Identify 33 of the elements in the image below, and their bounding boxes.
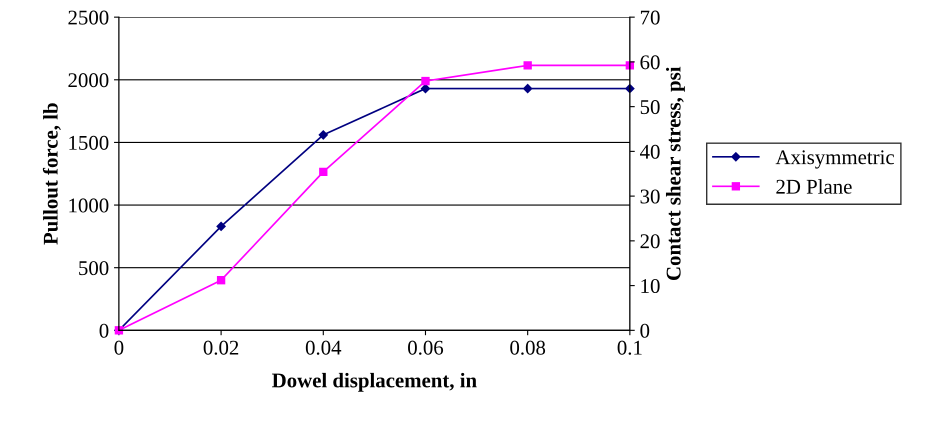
y-axis-title: Pullout force, lb: [42, 103, 61, 245]
y-tick-label: 1000: [69, 198, 108, 212]
y2-tick-label: 10: [641, 278, 660, 294]
y-tick-label: 2000: [68, 73, 108, 88]
x-tick-label: 0.1: [618, 340, 642, 355]
y-tick-label: 2500: [68, 10, 108, 25]
point: [524, 61, 532, 70]
x-tick-label: 0.08: [510, 340, 546, 355]
y2-tick-label: 0: [640, 324, 650, 338]
legend-label: 2D Plane: [776, 179, 852, 194]
y2-tick-label: 30: [640, 189, 660, 204]
y2-tick-label: 50: [640, 100, 660, 114]
x-axis-title: Dowel displacement, in: [272, 372, 477, 392]
y-tick-label: 500: [79, 261, 108, 276]
point: [319, 168, 328, 176]
y2-tick-label: 40: [640, 144, 660, 159]
x-tick-label: 0: [114, 340, 124, 355]
legend-label: Axisymmetric: [776, 150, 894, 169]
point: [420, 84, 430, 94]
point: [318, 130, 328, 140]
x-tick-label: 0.06: [408, 340, 444, 355]
y-tick-label: 0: [100, 324, 108, 338]
point: [216, 276, 226, 284]
x-tick-label: 0.02: [204, 340, 238, 355]
y-tick-label: 1500: [69, 136, 108, 150]
y2-tick-label: 60: [640, 55, 660, 70]
y2-tick-label: 20: [640, 234, 660, 248]
x-tick-label: 0.04: [306, 340, 342, 355]
y2-axis-title: Contact shear stress, psi: [666, 66, 685, 280]
y2-tick-label: 70: [640, 10, 660, 25]
point: [216, 222, 226, 231]
point: [421, 76, 430, 86]
point: [523, 84, 532, 94]
